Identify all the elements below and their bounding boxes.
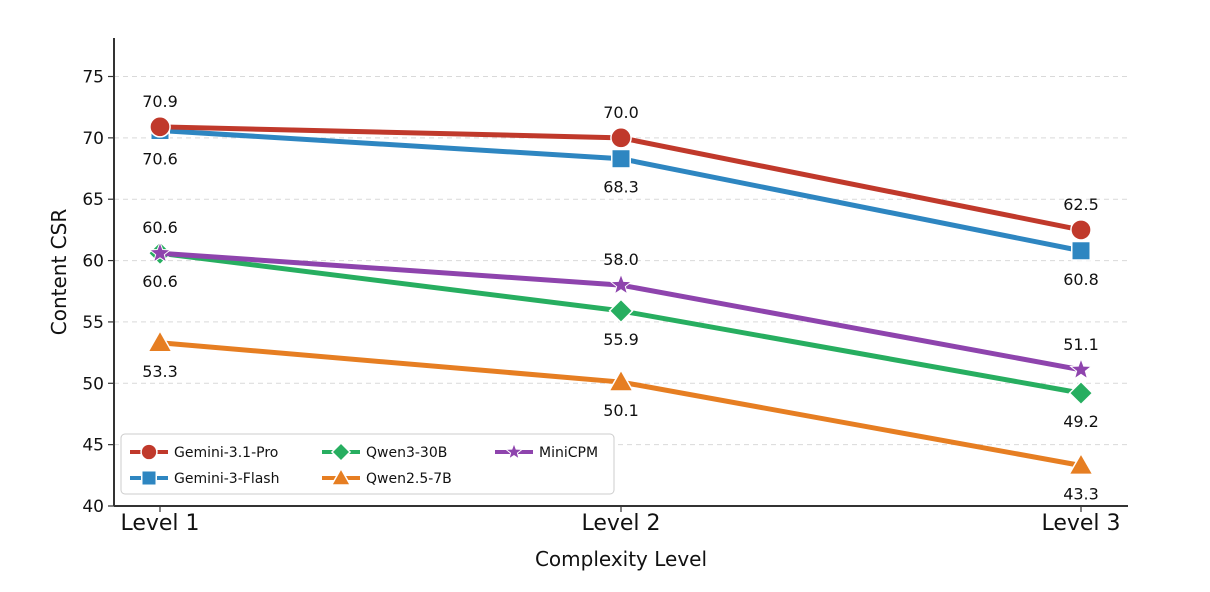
legend-item-gemini-3-1-pro: Gemini-3.1-Pro [130,443,278,461]
y-tick-label: 65 [82,190,104,210]
y-tick-label: 50 [82,374,104,394]
data-label-qwen3-30b: 60.6 [142,272,178,291]
data-label-minicpm: 60.6 [142,218,178,237]
legend-box [120,433,615,495]
series-qwen2-5-7b [146,329,1095,476]
data-label-gemini-3-flash: 70.6 [142,149,178,168]
axes: 40 45 50 55 60 65 70 75 Level 1 Level 2 Level 3 [82,38,1128,536]
legend-label: Qwen2.5-7B [366,471,452,487]
series-gemini-3-1-pro [149,115,1092,241]
data-point-qwen2-5-7b [1067,452,1095,476]
data-point-qwen2-5-7b [607,368,635,392]
y-axis-title: Content CSR [47,209,71,336]
x-axis-title: Complexity Level [535,547,707,571]
data-labels: 70.9 70.0 62.5 70.6 68.3 60.8 60.6 55.9 49.2 53.3… [142,92,1099,504]
legend-marker [140,469,158,487]
data-point-qwen3-30b [1068,380,1094,406]
legend-item-gemini-3-flash: Gemini-3-Flash [130,469,279,487]
data-point-gemini-3-1-pro [1070,219,1092,241]
legend-item-minicpm: MiniCPM [495,441,598,461]
y-tick-label: 60 [82,252,104,272]
data-point-gemini-3-flash [611,148,631,169]
legend-label: Gemini-3-Flash [174,471,279,487]
legend-label: Qwen3-30B [366,445,447,461]
data-point-minicpm [148,240,172,264]
data-label-qwen2-5-7b: 43.3 [1063,485,1099,504]
data-point-minicpm [1069,357,1093,380]
data-label-gemini-3-1-pro: 70.0 [603,103,639,122]
data-point-qwen2-5-7b [146,329,174,353]
data-point-gemini-3-flash [1071,240,1091,261]
legend-label: MiniCPM [539,445,598,461]
data-point-qwen3-30b [608,298,634,324]
y-tick-label: 55 [82,313,104,333]
legend-marker [140,443,158,461]
y-tick-label: 40 [82,497,104,517]
data-label-gemini-3-1-pro: 62.5 [1063,195,1099,214]
legend-marker [330,441,352,463]
y-tick-label: 45 [82,436,104,456]
x-tick-label: Level 2 [581,511,660,536]
series-group [146,115,1095,476]
data-label-qwen3-30b: 49.2 [1063,412,1099,431]
legend-marker [330,467,352,486]
legend: Gemini-3.1-Pro Qwen3-30B MiniCPM Gemini-3-F… [120,433,615,495]
data-label-qwen3-30b: 55.9 [603,330,639,349]
data-label-gemini-3-1-pro: 70.9 [142,92,178,111]
data-point-gemini-3-1-pro [610,127,632,149]
data-label-qwen2-5-7b: 50.1 [603,401,639,420]
y-tick-label: 75 [82,68,104,88]
y-tick-label: 70 [82,129,104,149]
data-label-minicpm: 51.1 [1063,335,1099,354]
legend-item-qwen3-30b: Qwen3-30B [322,441,447,463]
data-label-gemini-3-flash: 68.3 [603,178,639,197]
legend-item-qwen2-5-7b: Qwen2.5-7B [322,467,452,487]
x-tick-label: Level 3 [1041,511,1120,536]
legend-label: Gemini-3.1-Pro [174,445,278,461]
data-point-minicpm [609,272,633,296]
data-label-gemini-3-flash: 60.8 [1063,270,1099,289]
data-label-qwen2-5-7b: 53.3 [142,362,178,381]
x-tick-label: Level 1 [120,511,199,536]
data-label-minicpm: 58.0 [603,250,639,269]
legend-marker [504,441,524,461]
series-minicpm [148,240,1093,380]
data-point-gemini-3-1-pro [149,115,171,138]
